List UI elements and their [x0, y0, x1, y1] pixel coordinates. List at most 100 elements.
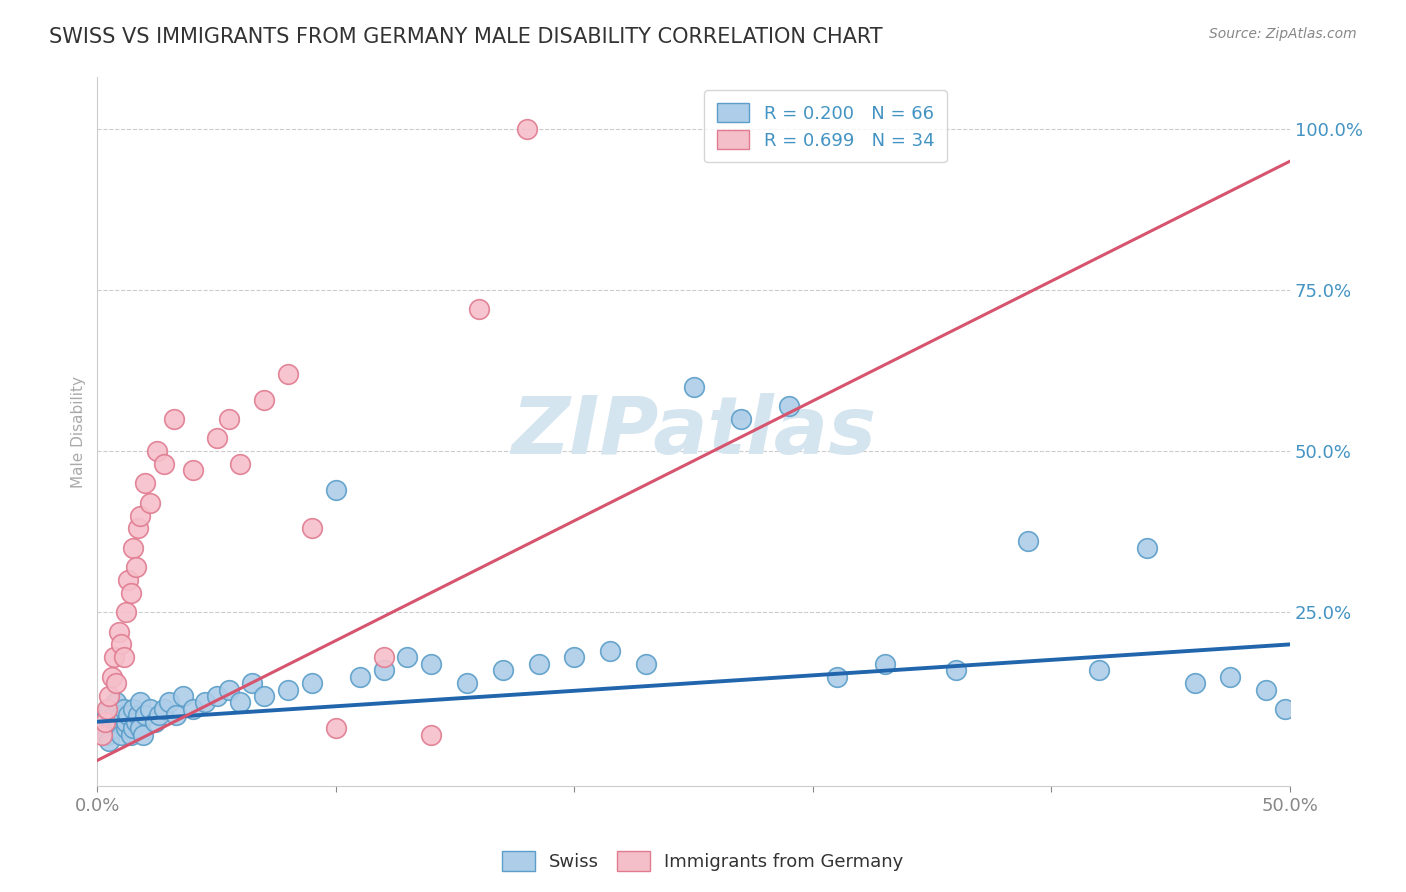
Point: [373, 650, 395, 665]
Point: [325, 483, 347, 497]
Point: [91, 728, 114, 742]
Point: [105, 721, 128, 735]
Point: [117, 708, 139, 723]
Point: [96, 728, 118, 742]
Point: [682, 380, 704, 394]
Point: [205, 431, 228, 445]
Point: [122, 702, 145, 716]
Point: [349, 670, 371, 684]
Point: [103, 708, 125, 723]
Point: [229, 457, 252, 471]
Text: SWISS VS IMMIGRANTS FROM GERMANY MALE DISABILITY CORRELATION CHART: SWISS VS IMMIGRANTS FROM GERMANY MALE DI…: [49, 27, 883, 46]
Point: [112, 650, 135, 665]
Point: [1184, 676, 1206, 690]
Point: [730, 412, 752, 426]
Point: [181, 702, 204, 716]
Point: [96, 708, 118, 723]
Point: [420, 657, 443, 671]
Point: [93, 721, 115, 735]
Point: [122, 721, 145, 735]
Point: [1274, 702, 1296, 716]
Point: [301, 676, 323, 690]
Point: [153, 457, 176, 471]
Legend: Swiss, Immigrants from Germany: Swiss, Immigrants from Germany: [495, 844, 911, 879]
Point: [599, 644, 621, 658]
Point: [105, 676, 128, 690]
Point: [634, 657, 657, 671]
Point: [527, 657, 550, 671]
Point: [127, 521, 149, 535]
Point: [277, 367, 299, 381]
Point: [373, 663, 395, 677]
Point: [117, 573, 139, 587]
Point: [146, 444, 169, 458]
Point: [110, 708, 132, 723]
Point: [100, 714, 122, 729]
Point: [129, 508, 152, 523]
Point: [778, 399, 800, 413]
Point: [277, 682, 299, 697]
Point: [124, 560, 146, 574]
Point: [1219, 670, 1241, 684]
Point: [253, 689, 276, 703]
Point: [98, 689, 121, 703]
Point: [456, 676, 478, 690]
Point: [91, 714, 114, 729]
Point: [115, 605, 138, 619]
Point: [1136, 541, 1159, 555]
Point: [301, 521, 323, 535]
Point: [492, 663, 515, 677]
Point: [124, 714, 146, 729]
Point: [134, 708, 156, 723]
Point: [564, 650, 586, 665]
Point: [194, 695, 217, 709]
Point: [165, 708, 187, 723]
Point: [127, 708, 149, 723]
Point: [873, 657, 896, 671]
Point: [825, 670, 848, 684]
Point: [172, 689, 194, 703]
Point: [218, 412, 240, 426]
Point: [131, 728, 153, 742]
Point: [120, 728, 142, 742]
Point: [96, 702, 118, 716]
Point: [143, 714, 166, 729]
Point: [100, 670, 122, 684]
Point: [139, 702, 162, 716]
Point: [325, 721, 347, 735]
Point: [468, 302, 491, 317]
Point: [134, 476, 156, 491]
Point: [396, 650, 419, 665]
Point: [153, 702, 176, 716]
Point: [945, 663, 967, 677]
Point: [108, 624, 131, 639]
Point: [1017, 534, 1039, 549]
Point: [242, 676, 264, 690]
Point: [1256, 682, 1278, 697]
Point: [98, 702, 121, 716]
Point: [148, 708, 170, 723]
Point: [122, 541, 145, 555]
Point: [115, 714, 138, 729]
Point: [218, 682, 240, 697]
Point: [112, 702, 135, 716]
Point: [120, 586, 142, 600]
Point: [110, 728, 132, 742]
Point: [181, 463, 204, 477]
Y-axis label: Male Disability: Male Disability: [72, 376, 86, 488]
Text: ZIPatlas: ZIPatlas: [512, 392, 876, 471]
Point: [516, 122, 538, 136]
Point: [420, 728, 443, 742]
Point: [157, 695, 180, 709]
Point: [110, 637, 132, 651]
Point: [253, 392, 276, 407]
Text: Source: ZipAtlas.com: Source: ZipAtlas.com: [1209, 27, 1357, 41]
Point: [163, 412, 186, 426]
Point: [1088, 663, 1111, 677]
Point: [103, 650, 125, 665]
Point: [205, 689, 228, 703]
Point: [115, 721, 138, 735]
Point: [98, 734, 121, 748]
Point: [139, 496, 162, 510]
Point: [229, 695, 252, 709]
